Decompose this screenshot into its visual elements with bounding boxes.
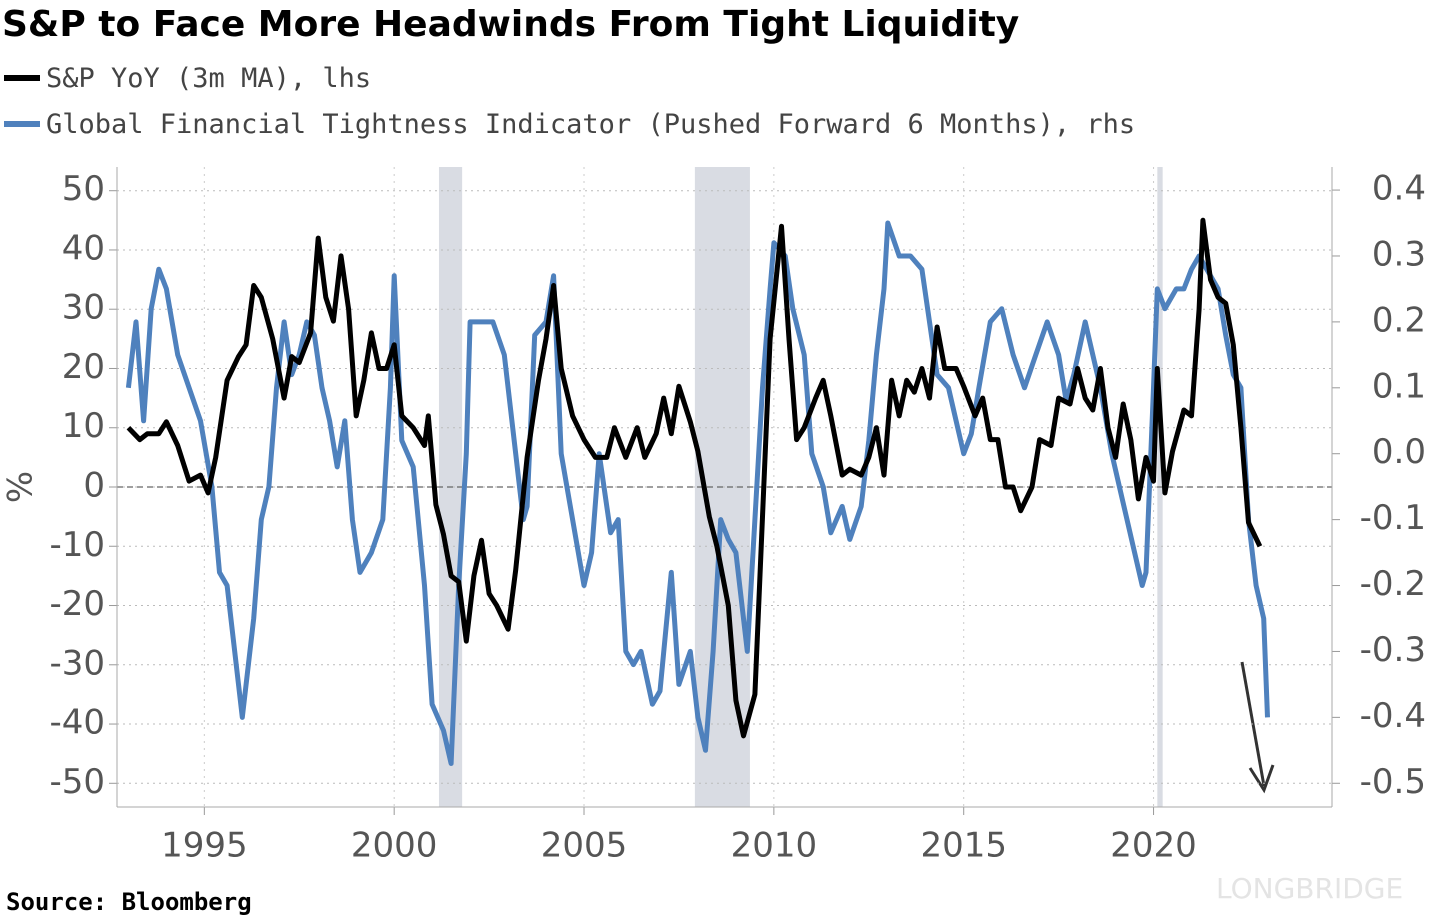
y2-tick-label: -0.3 — [1360, 630, 1426, 670]
y2-tick-label: 0.3 — [1372, 234, 1426, 274]
y2-tick-label: 0.4 — [1372, 169, 1426, 209]
y-tick-label: 0 — [83, 466, 105, 506]
legend-label: S&P YoY (3m MA), lhs — [46, 63, 371, 94]
series-line — [126, 217, 1263, 739]
x-tick-label: 2010 — [731, 826, 818, 866]
y2-tick-label: -0.4 — [1360, 696, 1426, 736]
y2-tick-label: -0.1 — [1360, 498, 1426, 538]
y-tick-label: -30 — [49, 643, 105, 683]
watermark: LONGBRIDGE — [1216, 872, 1403, 905]
y2-tick-label: 0.2 — [1372, 300, 1426, 340]
y-tick-label: -20 — [49, 584, 105, 624]
y-axis-label: % — [1, 471, 41, 503]
y-tick-label: 40 — [62, 228, 105, 268]
y-tick-label: 10 — [62, 406, 105, 446]
y2-tick-label: 0.1 — [1372, 366, 1426, 406]
y2-tick-label: -0.2 — [1360, 564, 1426, 604]
chart-title: S&P to Face More Headwinds From Tight Li… — [2, 4, 1019, 45]
x-tick-label: 2015 — [920, 826, 1007, 866]
legend-label: Global Financial Tightness Indicator (Pu… — [46, 109, 1135, 140]
y-tick-label: -40 — [49, 703, 105, 743]
y2-tick-label: 0.0 — [1372, 432, 1426, 472]
y-tick-label: 50 — [62, 169, 105, 209]
y-tick-label: 30 — [62, 288, 105, 328]
y-tick-label: 20 — [62, 347, 105, 387]
x-tick-label: 2000 — [351, 826, 438, 866]
x-tick-label: 1995 — [161, 826, 248, 866]
source: Source: Bloomberg — [6, 888, 252, 916]
x-tick-label: 2005 — [541, 826, 628, 866]
y2-tick-label: -0.5 — [1360, 762, 1426, 802]
x-tick-label: 2020 — [1110, 826, 1197, 866]
y-tick-label: -10 — [49, 525, 105, 565]
y-tick-label: -50 — [49, 762, 105, 802]
